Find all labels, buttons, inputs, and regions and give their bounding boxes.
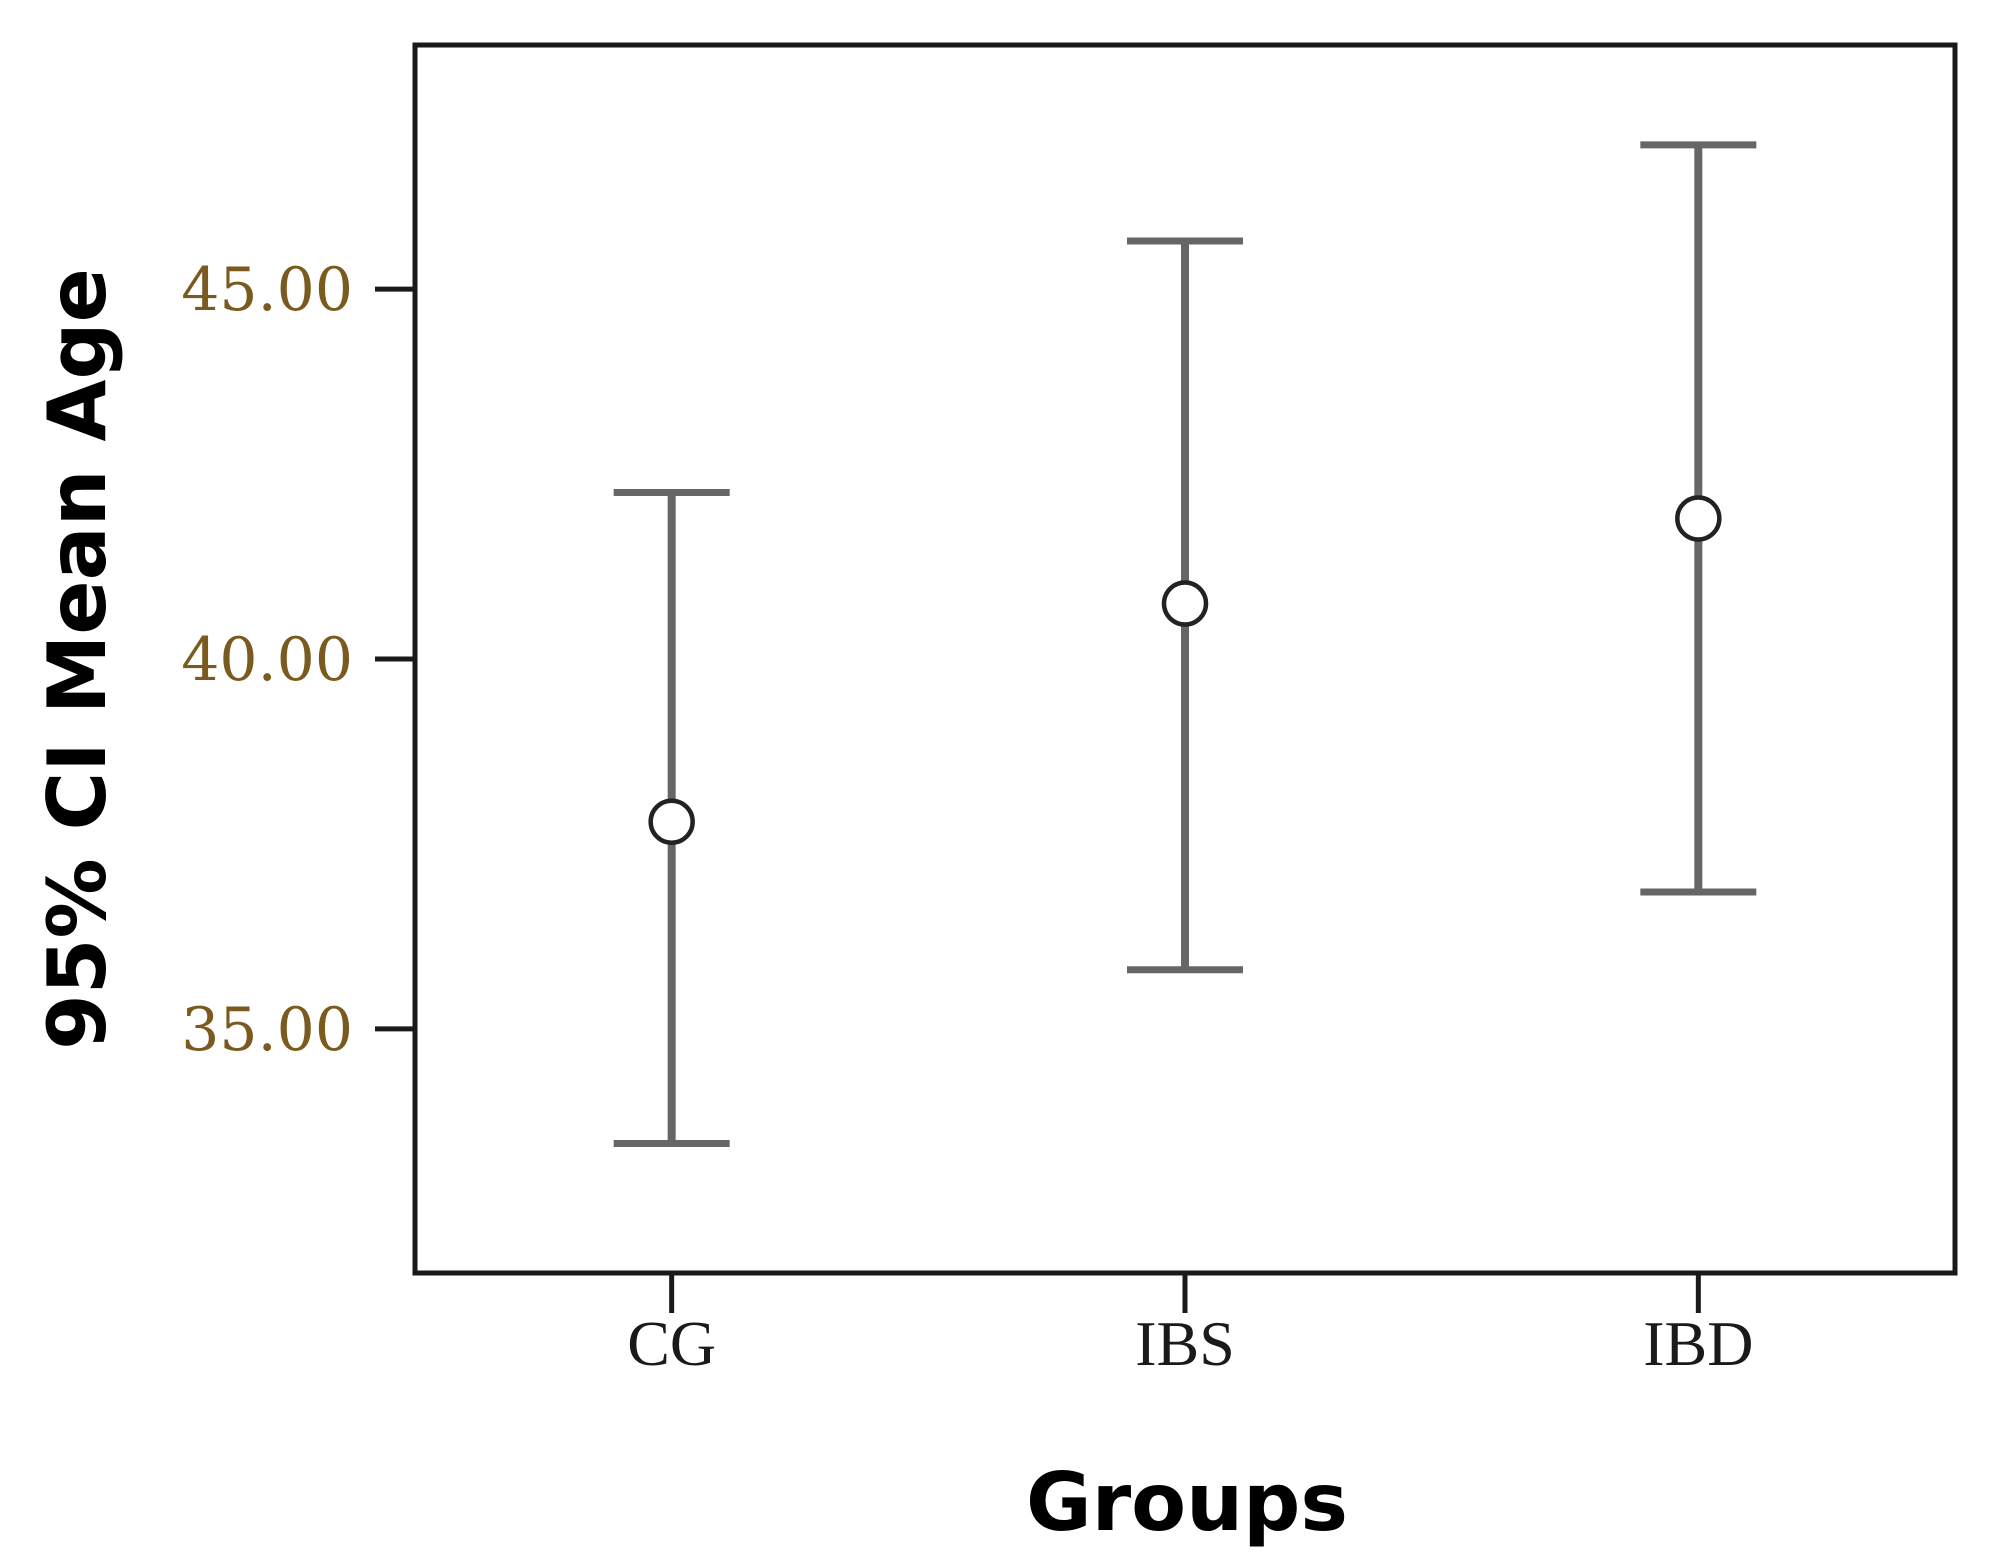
x-tick-label: CG xyxy=(627,1308,716,1379)
x-tick-label: IBD xyxy=(1643,1308,1753,1379)
mean-marker xyxy=(648,798,695,845)
x-axis-ticks: CG IBS IBD xyxy=(627,1273,1753,1379)
error-bar-ibd xyxy=(1640,141,1757,896)
mean-marker xyxy=(1161,580,1209,627)
x-tick-label: IBS xyxy=(1135,1308,1235,1379)
x-axis-title: Groups xyxy=(1026,1456,1348,1549)
y-tick-label: 40.00 xyxy=(181,625,353,695)
y-axis-ticks: 35.00 40.00 45.00 xyxy=(181,255,415,1065)
y-tick-label: 45.00 xyxy=(181,255,353,325)
error-bars xyxy=(613,141,1757,1148)
y-tick-label: 35.00 xyxy=(181,995,353,1065)
error-bar-cg xyxy=(613,489,730,1148)
mean-marker xyxy=(1675,495,1722,542)
error-bar-ibs xyxy=(1127,237,1243,974)
y-axis-title: 95% CI Mean Age xyxy=(31,268,124,1050)
